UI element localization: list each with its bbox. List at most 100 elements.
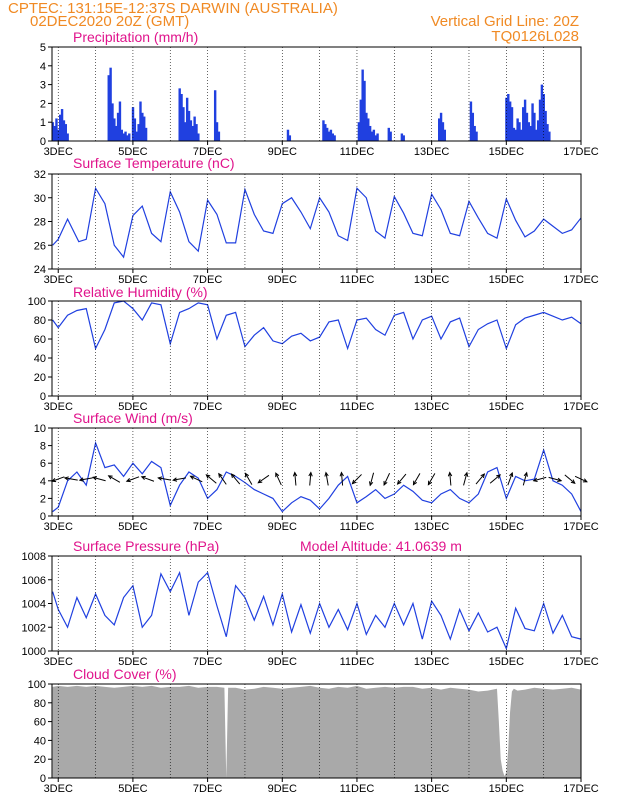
x-tick-label: 11DEC bbox=[340, 146, 375, 158]
y-tick-label: 100 bbox=[28, 679, 46, 691]
precip-bar bbox=[331, 133, 334, 141]
wind-arrow-head bbox=[463, 471, 469, 477]
wind-arrow-shaft bbox=[522, 472, 528, 486]
wind-arrow bbox=[63, 476, 78, 481]
panel-frame bbox=[51, 427, 582, 517]
cloud-cover-panel: Cloud Cover (%) 0 20 40 60 80 100 3DEC 5DEC 7DEC… bbox=[28, 666, 599, 795]
precip-bar bbox=[508, 101, 512, 141]
y-tick-label: 26 bbox=[34, 240, 46, 252]
precip-bar bbox=[325, 127, 329, 141]
precip-bar bbox=[178, 88, 181, 141]
wind-arrow-head bbox=[275, 472, 280, 478]
precip-bar bbox=[548, 131, 551, 141]
x-tick-label: 15DEC bbox=[489, 656, 525, 668]
x-tick-label: 11DEC bbox=[340, 783, 375, 795]
precip-bar bbox=[107, 75, 110, 141]
y-tick-label: 80 bbox=[34, 315, 46, 327]
x-tick-label: 3DEC bbox=[44, 656, 73, 668]
x-tick-label: 9DEC bbox=[268, 146, 297, 158]
wind-arrow-head bbox=[509, 471, 514, 477]
precipitation-title: Precipitation (mm/h) bbox=[73, 29, 198, 45]
precip-bar bbox=[329, 129, 333, 141]
y-tick-label: 3 bbox=[40, 80, 46, 92]
wind-arrow bbox=[91, 476, 106, 482]
wind-arrow-shaft bbox=[475, 473, 485, 485]
precip-bar bbox=[520, 129, 523, 141]
wind-arrow-shaft bbox=[79, 477, 93, 481]
wind-arrow-shaft bbox=[548, 476, 562, 482]
y-tick-label: 0 bbox=[40, 511, 46, 523]
wind-arrow bbox=[475, 473, 486, 485]
wind-arrow-shaft bbox=[340, 472, 344, 486]
wind-arrow-head bbox=[447, 471, 453, 477]
y-tick-label: 1000 bbox=[22, 646, 46, 658]
y-tick-label: 20 bbox=[34, 372, 46, 384]
wind-arrow-head bbox=[63, 476, 69, 481]
precip-bar bbox=[438, 118, 441, 141]
x-tick-label: 15DEC bbox=[489, 146, 525, 158]
precip-bar bbox=[144, 127, 148, 141]
x-tick-label: 15DEC bbox=[489, 783, 525, 795]
x-tick-label: 15DEC bbox=[489, 274, 525, 286]
precip-bar bbox=[213, 90, 217, 141]
wind-arrow bbox=[257, 474, 270, 484]
precip-bar bbox=[367, 118, 370, 141]
precip-bar bbox=[402, 135, 405, 141]
wind-panel: Surface Wind (m/s) 0 2 4 6 8 10 3DEC 5DEC 7DEC 9D… bbox=[34, 410, 599, 533]
wind-arrow bbox=[189, 475, 203, 483]
precip-bar bbox=[327, 131, 331, 141]
precip-bar bbox=[191, 125, 194, 141]
wind-arrow-shaft bbox=[507, 472, 513, 486]
header-location: CPTEC: 131:15E-12:37S DARWIN (AUSTRALIA) bbox=[8, 0, 338, 17]
precip-bar bbox=[538, 99, 542, 141]
precip-bar bbox=[115, 125, 118, 141]
wind-arrow-head bbox=[480, 473, 486, 479]
wind-arrow-head bbox=[78, 477, 84, 482]
wind-arrow bbox=[218, 472, 227, 485]
wind-arrow bbox=[368, 472, 375, 487]
wind-arrow-shaft bbox=[275, 472, 282, 486]
precip-bar bbox=[514, 129, 517, 141]
x-tick-label: 15DEC bbox=[489, 401, 525, 413]
wind-arrow bbox=[463, 471, 469, 486]
panel-frame bbox=[51, 300, 582, 397]
wind-arrow-head bbox=[125, 478, 131, 483]
wind-title: Surface Wind (m/s) bbox=[73, 410, 193, 426]
precip-bar bbox=[370, 131, 374, 141]
precip-bar bbox=[512, 127, 516, 141]
x-tick-label: 3DEC bbox=[44, 783, 73, 795]
wind-arrow-shaft bbox=[309, 472, 312, 486]
precip-bar bbox=[365, 112, 368, 141]
wind-arrow bbox=[205, 474, 217, 484]
series-line bbox=[52, 300, 582, 351]
pressure-panel: Surface Pressure (hPa) Model Altitude: 4… bbox=[22, 538, 599, 668]
header-model-id: TQ0126L028 bbox=[491, 28, 579, 45]
precip-bar bbox=[368, 125, 372, 141]
wind-arrow-shaft bbox=[218, 473, 227, 485]
wind-arrow bbox=[324, 471, 329, 486]
y-tick-label: 24 bbox=[34, 264, 46, 276]
x-tick-label: 13DEC bbox=[414, 521, 450, 533]
precip-bar bbox=[544, 110, 547, 141]
y-tick-label: 0 bbox=[40, 391, 46, 403]
wind-arrow bbox=[244, 472, 253, 485]
wind-arrow bbox=[396, 473, 407, 485]
wind-arrow-head bbox=[172, 477, 178, 482]
x-tick-label: 9DEC bbox=[268, 783, 297, 795]
x-tick-label: 11DEC bbox=[340, 401, 375, 413]
x-tick-label: 5DEC bbox=[118, 783, 147, 795]
wind-arrow-head bbox=[368, 481, 374, 487]
wind-arrow-shaft bbox=[257, 474, 270, 484]
wind-arrow-shaft bbox=[190, 475, 203, 483]
precip-bar bbox=[540, 84, 544, 141]
wind-arrow-head bbox=[396, 480, 402, 485]
precip-bar bbox=[111, 103, 114, 141]
precip-bar bbox=[510, 107, 514, 141]
wind-arrow-head bbox=[496, 474, 501, 479]
y-tick-label: 100 bbox=[28, 296, 46, 308]
wind-arrow-head bbox=[412, 480, 418, 486]
y-tick-label: 32 bbox=[34, 169, 46, 181]
precip-bar bbox=[441, 122, 445, 141]
wind-arrow bbox=[78, 477, 93, 482]
